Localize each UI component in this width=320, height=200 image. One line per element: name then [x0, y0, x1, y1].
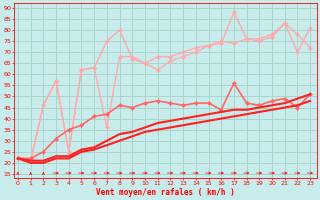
X-axis label: Vent moyen/en rafales ( km/h ): Vent moyen/en rafales ( km/h ) [96, 188, 235, 197]
